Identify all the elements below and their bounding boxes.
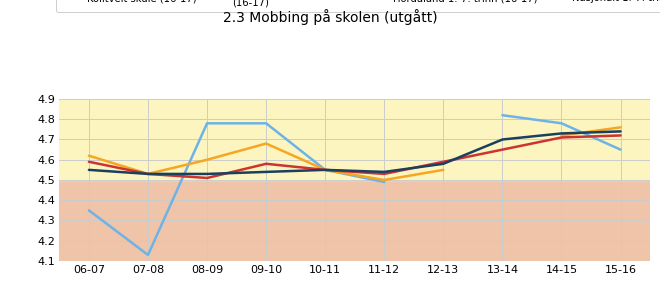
Legend: Kolltveit skule (16-17), Fjell kommune 1.-7. trinn
(16-17), Hordaland 1.-7. trin: Kolltveit skule (16-17), Fjell kommune 1… [57, 0, 660, 12]
Bar [59, 180, 650, 261]
Bar [59, 99, 650, 180]
Text: 2.3 Mobbing på skolen (utgått): 2.3 Mobbing på skolen (utgått) [222, 9, 438, 25]
